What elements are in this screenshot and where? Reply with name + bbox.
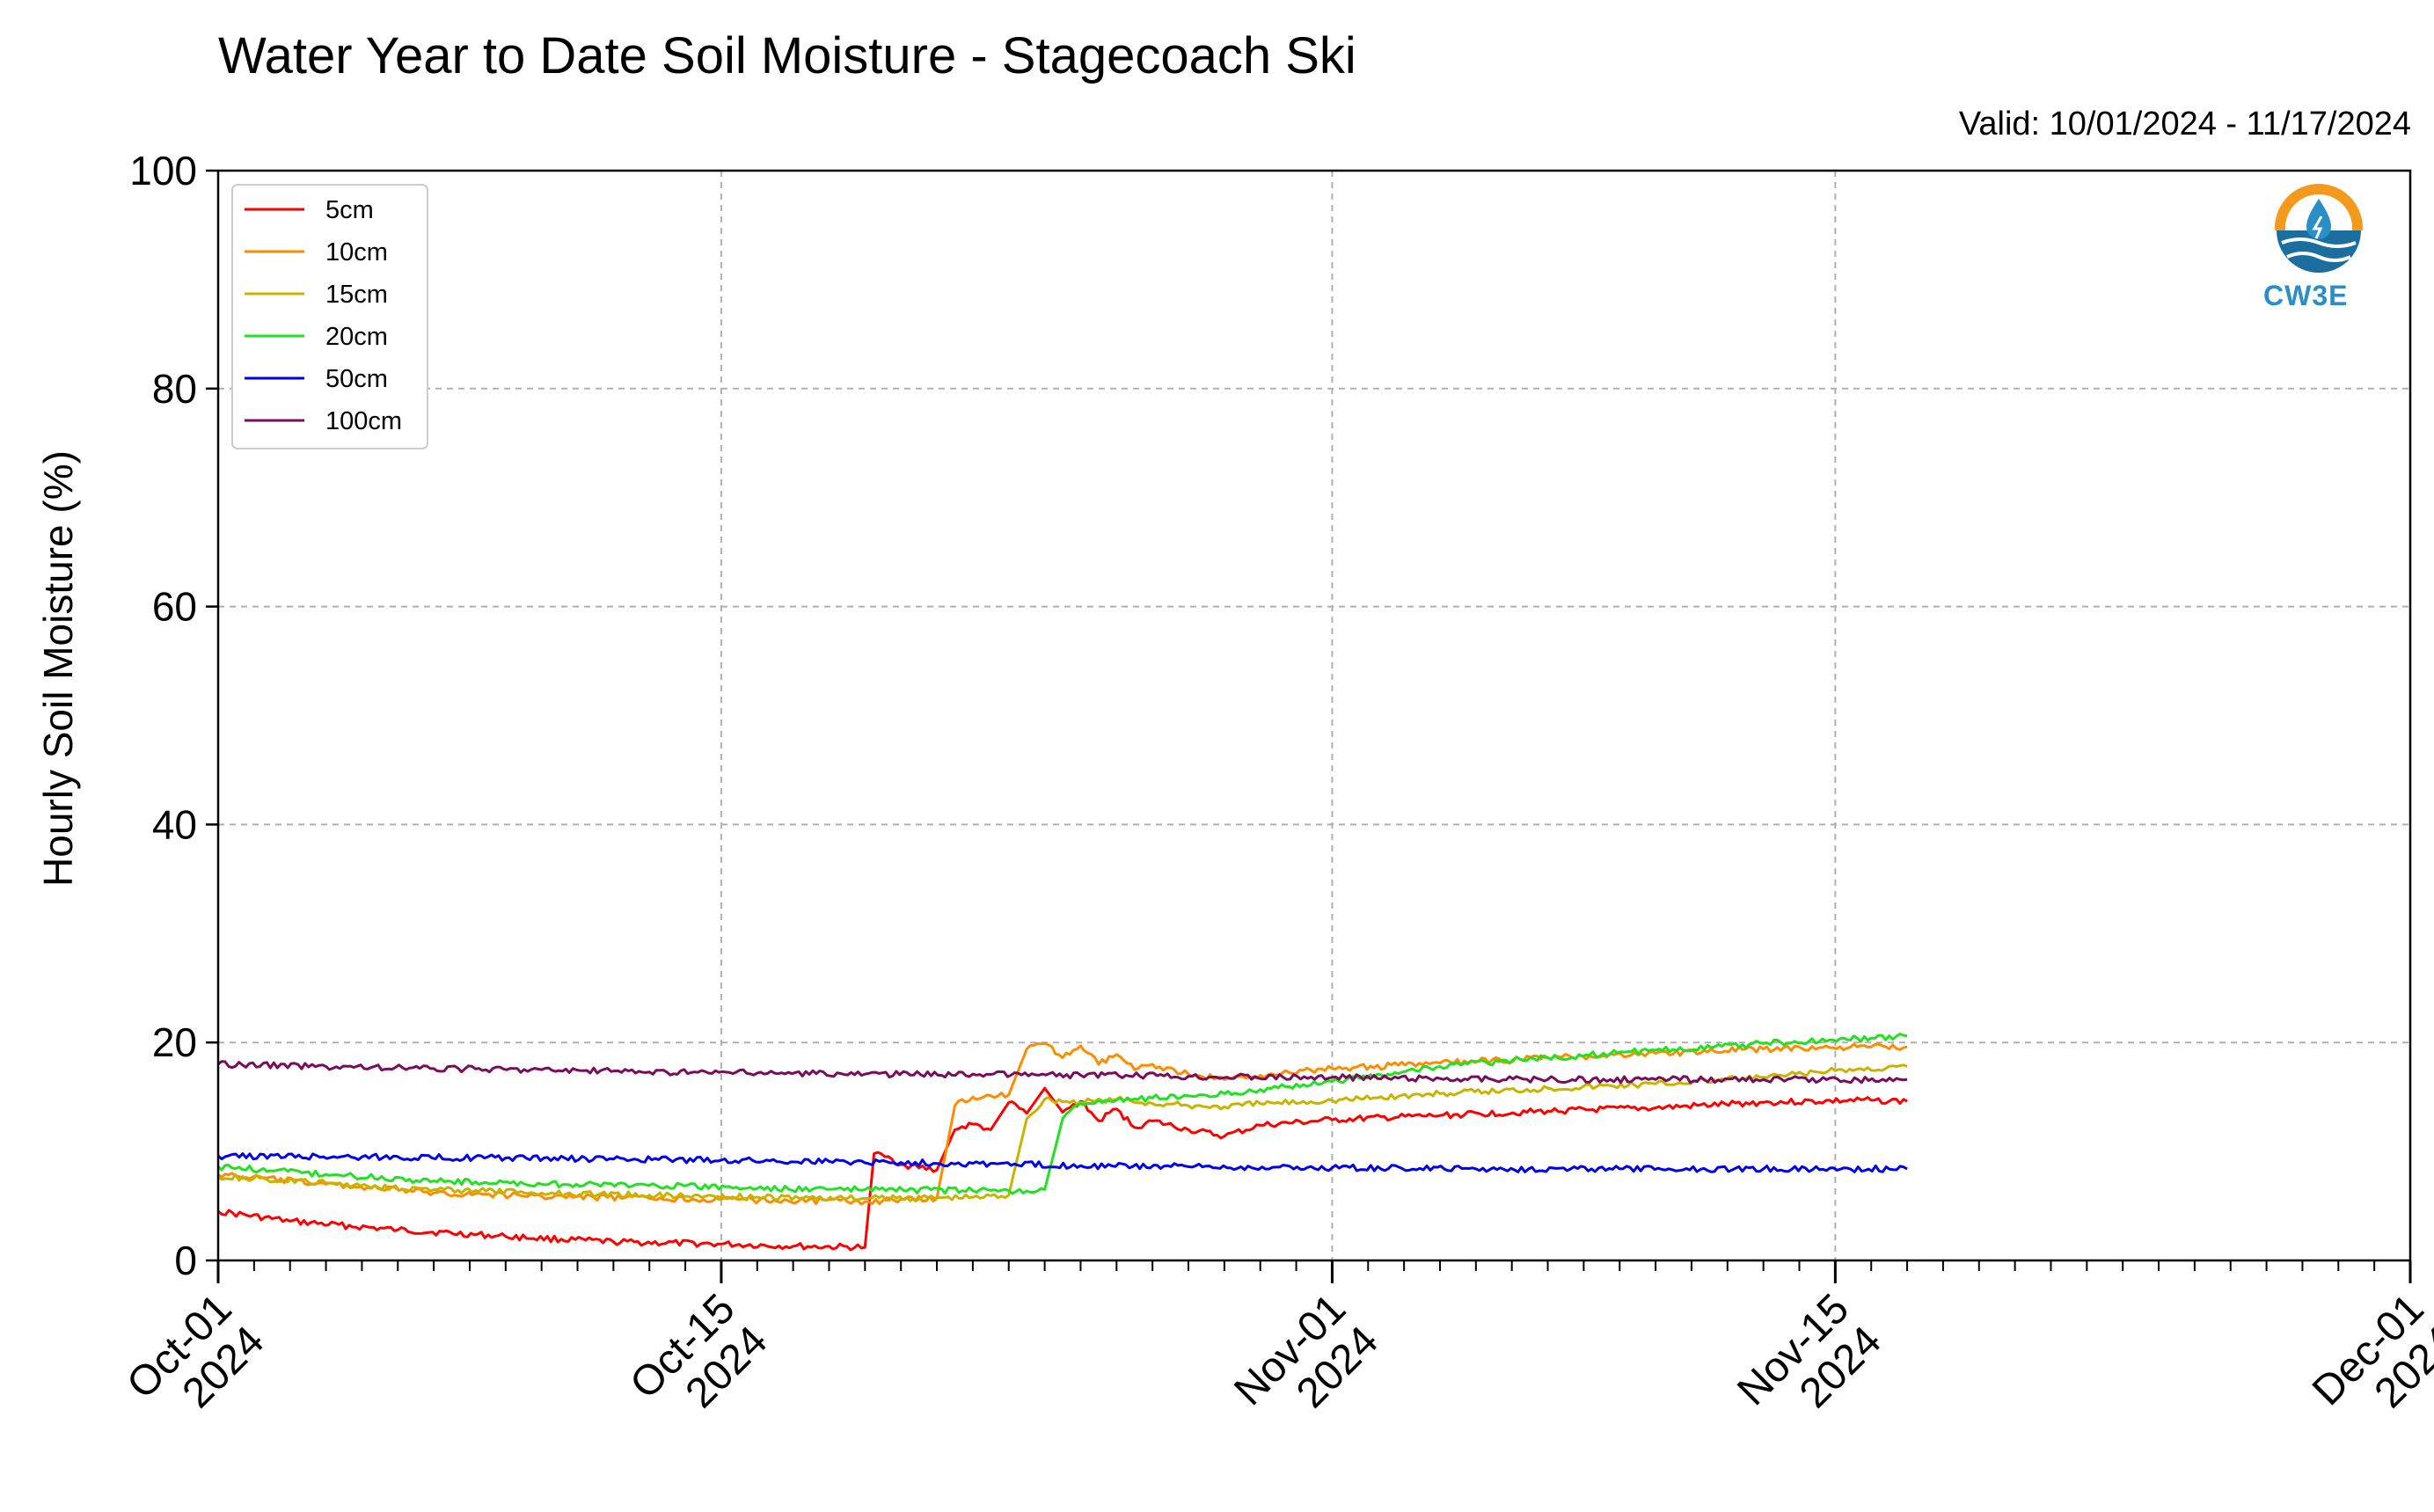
series-line-100cm [217,1060,1908,1085]
series-line-5cm [217,1086,1908,1252]
cw3e-logo-icon [2271,184,2366,276]
y-tick-label: 40 [152,801,197,847]
y-axis-ticks: 0 20 40 60 80 100 [129,148,218,1283]
legend-label: 5cm [325,196,374,224]
grid-lines [218,171,2410,1260]
legend-label: 15cm [325,281,388,309]
plot-frame [216,169,2412,1262]
series-lines [216,1033,1908,1252]
chart-subtitle: Valid: 10/01/2024 - 11/17/2024 [1958,106,2411,142]
series-line-50cm [217,1152,1908,1173]
cw3e-logo-text: CW3E [2263,280,2349,311]
series-line-20cm [216,1033,1908,1195]
legend-label: 20cm [325,323,388,351]
legend: 5cm 10cm 15cm 20cm 50cm 100cm [231,184,428,449]
chart-title: Water Year to Date Soil Moisture - Stage… [218,27,1356,84]
y-tick-label: 80 [152,366,197,412]
y-tick-label: 0 [174,1238,197,1283]
y-tick-label: 60 [152,584,197,630]
y-tick-label: 20 [152,1019,197,1065]
legend-label: 10cm [325,238,388,267]
y-tick-label: 100 [129,148,197,194]
series-line-15cm [217,1063,1908,1202]
legend-label: 100cm [325,407,402,435]
legend-label: 50cm [325,365,388,393]
